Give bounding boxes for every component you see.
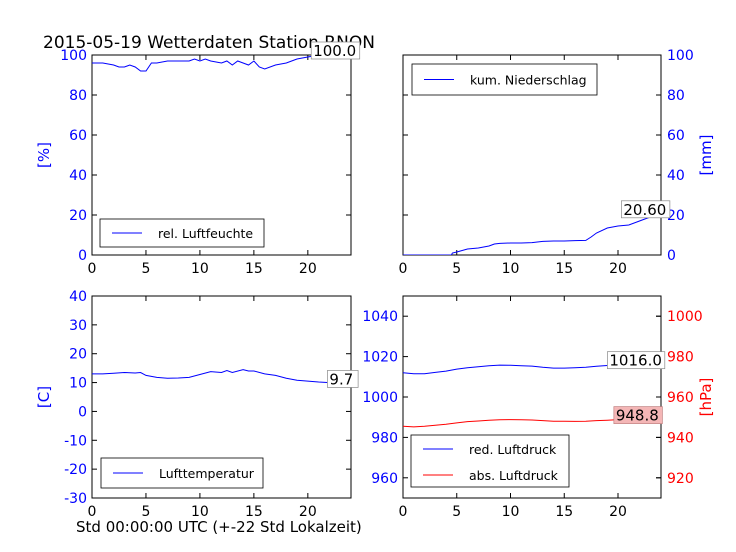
x-tick-label: 0 [88, 261, 97, 277]
y-tick-label-right: 100 [667, 48, 694, 64]
series-line-1 [92, 55, 351, 72]
y-tick-label: 980 [371, 430, 398, 446]
annotation-box [310, 41, 361, 60]
y-tick-label: 1040 [362, 309, 398, 325]
x-tick-label: 0 [88, 504, 97, 520]
annotation-label: 9.7 [329, 370, 353, 388]
y-axis-label-right: [hPa] [697, 378, 715, 417]
x-tick-label: 20 [609, 504, 627, 520]
y-axis-label-right: [mm] [697, 135, 715, 176]
x-tick-label: 10 [191, 504, 209, 520]
x-tick-label: 10 [502, 261, 520, 277]
y-tick-label: -20 [64, 462, 87, 478]
y2-tick-label: 1000 [667, 309, 703, 325]
legend-label: red. Luftdruck [469, 442, 557, 457]
y2-tick-label: 960 [667, 390, 694, 406]
series-line-1 [92, 369, 351, 384]
x-tick-label: 15 [555, 261, 573, 277]
y-tick-label: 960 [371, 471, 398, 487]
x-tick-label: 20 [299, 261, 317, 277]
y-tick-label: 80 [69, 88, 87, 104]
y-axis-label: [%] [35, 142, 53, 168]
x-tick-label: 5 [452, 504, 461, 520]
y-tick-label: 100 [60, 48, 87, 64]
x-tick-label: 5 [141, 504, 150, 520]
legend-label: kum. Niederschlag [470, 73, 587, 88]
y2-tick-label: 980 [667, 350, 694, 366]
y2-tick-label: 920 [667, 471, 694, 487]
panel-top-left: 0 5 10 15 20 0 20 40 60 80 100 [%] 100.0 rel. Luftfeu… [35, 41, 361, 277]
y-tick-label: 20 [69, 208, 87, 224]
x-tick-label: 10 [502, 504, 520, 520]
y-tick-label: 1020 [362, 350, 398, 366]
y-tick-label: 10 [69, 376, 87, 392]
y-tick-label: 60 [69, 128, 87, 144]
x-tick-label: 10 [191, 261, 209, 277]
annotation-label: 100.0 [313, 42, 356, 60]
annotation-label: 948.8 [616, 407, 659, 425]
figure-xlabel: Std 00:00:00 UTC (+-22 Std Lokalzeit) [76, 518, 362, 536]
y-axis-label: [C] [35, 386, 53, 408]
series-line-1 [403, 213, 661, 255]
x-tick-label: 0 [399, 504, 408, 520]
y-tick-label: 40 [69, 168, 87, 184]
y-tick-label: 20 [69, 347, 87, 363]
annotation-box [327, 370, 359, 388]
y2-tick-label: 940 [667, 430, 694, 446]
annotation-box [613, 406, 663, 424]
legend-label: Lufttemperatur [159, 466, 255, 481]
y-tick-label: 1000 [362, 390, 398, 406]
annotation-box [621, 200, 671, 219]
y-tick-label: 40 [69, 289, 87, 305]
panel-bottom-right: 0 5 10 15 20 960 980 1000 1020 1040 920 940 960 980 10… [362, 295, 715, 520]
x-tick-label: 15 [245, 261, 263, 277]
plot-frame [402, 54, 662, 256]
y-tick-label-right: 20 [667, 208, 685, 224]
annotation-box [607, 351, 666, 370]
x-tick-label: 0 [399, 261, 408, 277]
figure-title: 2015-05-19 Wetterdaten Station RNON [43, 33, 375, 53]
plot-frame [91, 54, 352, 256]
x-tick-label: 20 [299, 504, 317, 520]
y-tick-label-right: 0 [667, 248, 676, 264]
x-tick-label: 20 [609, 261, 627, 277]
x-tick-label: 15 [555, 504, 573, 520]
panel-bottom-left: 0 5 10 15 20 -30 -20 -10 0 10 20 30 40 [C] 9.7 Lufttemp… [35, 289, 359, 520]
y-tick-label: 0 [78, 248, 87, 264]
y-tick-label: 30 [69, 318, 87, 334]
y-tick-label: -10 [64, 433, 87, 449]
x-tick-label: 15 [245, 504, 263, 520]
annotation-label: 20.60 [623, 201, 666, 219]
y-tick-label: -30 [64, 491, 87, 507]
legend-box [410, 434, 570, 488]
legend-label: rel. Luftfeuchte [158, 226, 253, 241]
y-tick-label-right: 80 [667, 88, 685, 104]
y-tick-label-right: 40 [667, 168, 685, 184]
y-tick-label: 0 [78, 404, 87, 420]
panel-top-right: 0 5 10 15 20 0 20 40 60 80 100 [mm] 20.60 kum. Nieder… [399, 48, 715, 277]
plot-frame [91, 295, 352, 499]
x-tick-label: 5 [141, 261, 150, 277]
x-tick-label: 5 [452, 261, 461, 277]
legend-label: abs. Luftdruck [469, 468, 559, 483]
y-tick-label-right: 60 [667, 128, 685, 144]
annotation-label: 1016.0 [609, 352, 662, 370]
